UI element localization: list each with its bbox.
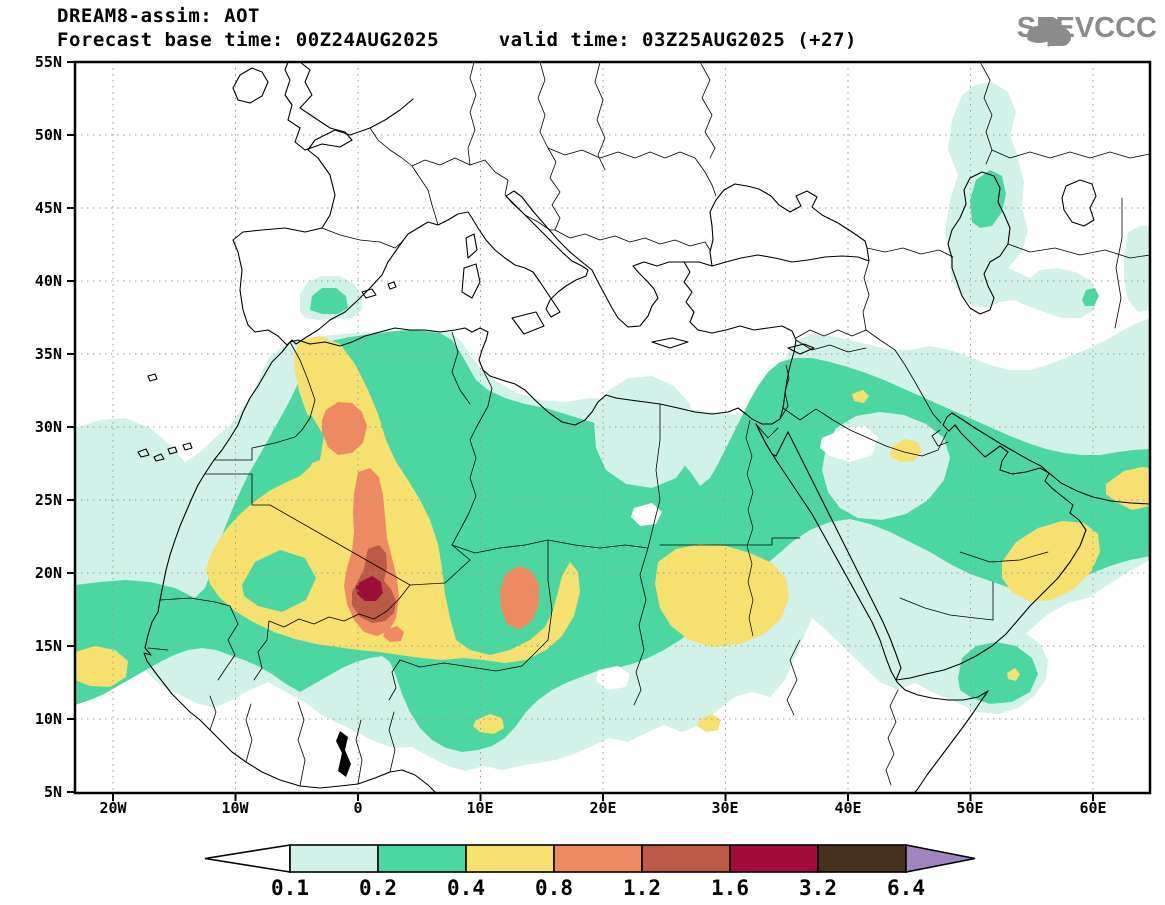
- colorbar-seg-0.8: [553, 844, 643, 873]
- y-tick-label: 10N: [34, 710, 62, 728]
- x-tick-label: 0: [353, 799, 363, 817]
- contour-white-holes: [596, 426, 878, 690]
- y-tick-label: 35N: [34, 345, 62, 363]
- y-tick-label: 20N: [34, 564, 62, 582]
- colorbar-seg-1.6: [729, 844, 819, 873]
- x-tick-label: 60E: [1079, 799, 1107, 817]
- colorbar-seg-3.2: [817, 844, 907, 873]
- lake-volta: [336, 731, 351, 777]
- y-tick-label: 25N: [34, 491, 62, 509]
- colorbar-seg-0.4: [465, 844, 555, 873]
- y-tick-label: 5N: [43, 783, 62, 801]
- colorbar-label: 3.2: [799, 876, 837, 900]
- colorbar-label: 0.1: [271, 876, 309, 900]
- x-tick-label: 20W: [99, 799, 127, 817]
- colorbar-label: 1.2: [623, 876, 661, 900]
- y-tick-label: 55N: [34, 53, 62, 71]
- axis-ticks: [67, 61, 1094, 801]
- contour-inner-0.2-patches: [242, 412, 324, 612]
- cloud-arrow-icon: [1025, 17, 1071, 47]
- colorbar-label: 0.4: [447, 876, 485, 900]
- x-tick-label: 30E: [711, 799, 739, 817]
- coastlines: [137, 62, 1150, 793]
- colorbar-seg-0.1: [289, 844, 379, 873]
- country-borders: [147, 62, 1150, 787]
- colorbar-label: 0.2: [359, 876, 397, 900]
- colorbar-seg-1.2: [641, 844, 731, 873]
- contour-layer-1.6: [356, 576, 383, 601]
- rivers: [745, 419, 754, 637]
- colorbar-label: 0.8: [535, 876, 573, 900]
- colorbar-seg-0.2: [377, 844, 467, 873]
- colorbar-arrow-above: [905, 844, 976, 873]
- y-tick-label: 40N: [34, 272, 62, 290]
- y-tick-label: 15N: [34, 637, 62, 655]
- colorbar-label: 1.6: [711, 876, 749, 900]
- colorbar: [204, 844, 976, 873]
- seevccc-logo: SEEVCCC: [1017, 12, 1157, 47]
- x-tick-label: 50E: [956, 799, 984, 817]
- colorbar-arrow-below: [204, 844, 291, 873]
- x-tick-label: 10W: [221, 799, 249, 817]
- x-tick-label: 10E: [466, 799, 494, 817]
- y-tick-label: 50N: [34, 126, 62, 144]
- y-tick-label: 45N: [34, 199, 62, 217]
- forecast-time-subtitle: Forecast base time: 00Z24AUG2025 valid t…: [57, 29, 857, 51]
- page-title: DREAM8-assim: AOT: [57, 5, 260, 27]
- x-tick-label: 20E: [589, 799, 617, 817]
- x-tick-label: 40E: [834, 799, 862, 817]
- y-tick-label: 30N: [34, 418, 62, 436]
- colorbar-label: 6.4: [887, 876, 925, 900]
